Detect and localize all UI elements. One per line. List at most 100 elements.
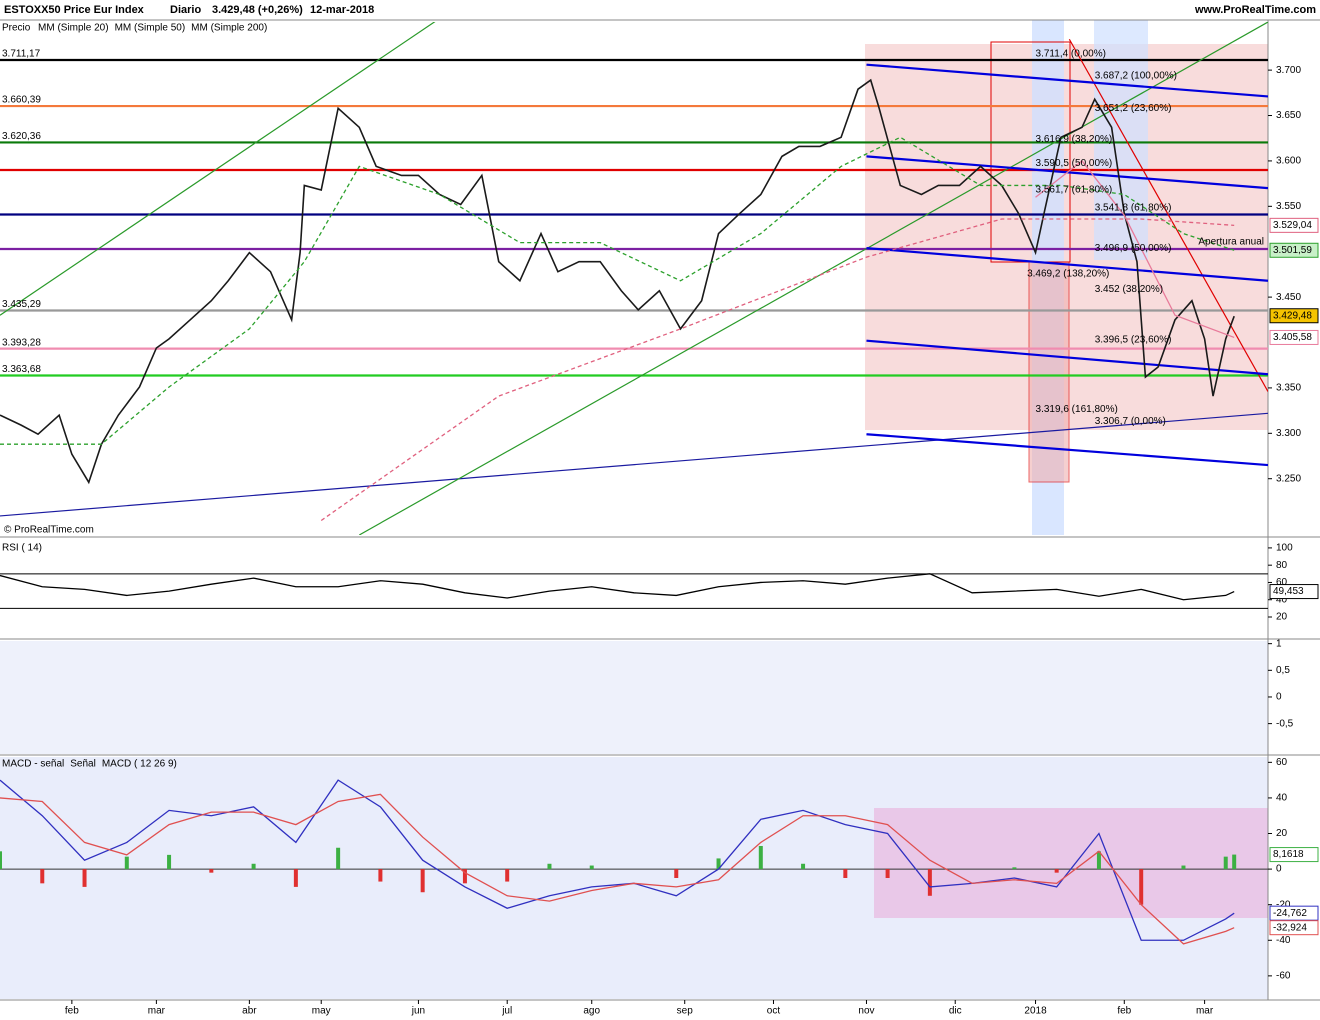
value-box: [1269, 217, 1319, 233]
x-tick-label: dic: [949, 1006, 962, 1017]
value-box-label: 3.429,48: [1273, 310, 1312, 321]
x-tick-label: feb: [1117, 1006, 1131, 1017]
histogram-bar: [885, 869, 890, 878]
histogram-bar: [1232, 854, 1237, 870]
fib-label: 3.651,2 (23,60%): [1095, 103, 1172, 114]
period: Diario: [170, 4, 201, 16]
date: 12-mar-2018: [310, 4, 374, 16]
series-line: [320, 218, 1235, 522]
histogram-bar: [336, 847, 341, 870]
y-tick-label: 0: [1276, 692, 1282, 703]
trendline: [866, 246, 1268, 282]
panel-title: MACD ( 12 26 9): [102, 759, 177, 770]
channel-zone: [874, 808, 1268, 918]
x-tick-label: jun: [411, 1006, 425, 1017]
level-label: 3.393,28: [2, 337, 41, 348]
series-line: [0, 793, 1235, 945]
x-tick-label: feb: [65, 1006, 79, 1017]
histogram-bar: [716, 858, 721, 870]
histogram-bar: [505, 869, 510, 882]
series-line: [0, 78, 1235, 485]
y-tick-label: -20: [1276, 899, 1291, 910]
histogram-bar: [801, 863, 806, 870]
plot: [0, 779, 1268, 945]
y-tick-label: -40: [1276, 935, 1291, 946]
x-tick-label: mar: [1196, 1006, 1214, 1017]
y-tick-label: -60: [1276, 971, 1291, 982]
histogram-bar: [293, 869, 298, 887]
y-tick-label: 40: [1276, 594, 1288, 605]
legend-entry: MM (Simple 200): [191, 23, 267, 34]
fib-label: 3.396,5 (23,60%): [1095, 334, 1172, 345]
panel-borders: [0, 19, 1320, 1001]
histogram-bar: [758, 845, 763, 870]
histogram-bar: [420, 869, 425, 893]
fib-label: 3.561,7 (61,80%): [1036, 184, 1113, 195]
x-tick-label: jul: [501, 1006, 512, 1017]
fib-label: 3.306,7 (0,00%): [1095, 416, 1166, 427]
histogram-bar: [547, 863, 552, 870]
y-tick-label: 3.350: [1276, 383, 1301, 394]
legend-entry: MACD - señal: [2, 759, 64, 770]
level-label: 3.620,36: [2, 131, 41, 142]
y-tick-label: 3.650: [1276, 110, 1301, 121]
value-box-label: -32,924: [1273, 922, 1307, 933]
x-tick-label: 2018: [1024, 1006, 1047, 1017]
fib-label: 3.452 (38,20%): [1095, 284, 1163, 295]
value-box: [1269, 242, 1319, 258]
y-tick-label: 0: [1276, 864, 1282, 875]
value-box-label: 3.405,58: [1273, 332, 1312, 343]
fib-label: 3.711,4 (0,00%): [1036, 48, 1106, 59]
value-box: [1269, 329, 1319, 345]
histogram-bar: [167, 854, 172, 870]
y-tick-label: 20: [1276, 612, 1288, 623]
histogram-bar: [462, 869, 467, 884]
histogram-bar: [927, 869, 932, 896]
x-tick-label: nov: [858, 1006, 874, 1017]
series-line: [0, 136, 1235, 445]
y-tick-label: 80: [1276, 560, 1288, 571]
histogram-bar: [1181, 865, 1186, 870]
level-label: 3.363,68: [2, 364, 41, 375]
value-box: [1269, 847, 1319, 863]
y-tick-label: 40: [1276, 793, 1288, 804]
fib-label: 3.590,5 (50,00%): [1036, 158, 1113, 169]
trendline: [358, 22, 1268, 535]
histogram-bar: [1012, 867, 1017, 870]
histogram-bar: [82, 869, 87, 887]
value-box-label: 3.529,04: [1273, 220, 1312, 231]
y-tick-label: 0,5: [1276, 665, 1290, 676]
value-box-label: 8,1618: [1273, 849, 1304, 860]
level-note: Apertura anual: [1198, 237, 1264, 248]
panel-title: RSI ( 14): [2, 543, 42, 554]
instrument: ESTOXX50 Price Eur Index: [4, 4, 145, 16]
fib-label: 3.496,9 (50,00%): [1095, 243, 1172, 254]
value-box: [1269, 308, 1319, 324]
y-tick-label: 3.600: [1276, 156, 1301, 167]
fib-label: 3.687,2 (100,00%): [1095, 70, 1177, 81]
x-tick-label: ago: [583, 1006, 600, 1017]
y-tick-label: -0,5: [1276, 718, 1294, 729]
x-tick-label: mar: [148, 1006, 166, 1017]
legend-entry: MM (Simple 50): [115, 23, 186, 34]
fib-label: 3.319,6 (161,80%): [1036, 404, 1118, 415]
histogram-bar: [40, 869, 45, 884]
value-box: [1269, 920, 1319, 936]
trendline: [866, 339, 1268, 376]
plot: [0, 573, 1268, 609]
x-tick-label: sep: [677, 1006, 694, 1017]
level-label: 3.711,17: [2, 49, 41, 60]
histogram-bar: [1054, 869, 1059, 873]
trendline: [866, 433, 1268, 467]
y-tick-label: 3.700: [1276, 65, 1301, 76]
site: www.ProRealTime.com: [1194, 4, 1316, 16]
series-line: [0, 573, 1235, 601]
legend-entry: Señal: [70, 759, 96, 770]
trendline: [0, 22, 436, 316]
histogram-bar: [1096, 851, 1101, 870]
y-tick-label: 60: [1276, 757, 1288, 768]
level-label: 3.660,39: [2, 95, 41, 106]
histogram-bar: [378, 869, 383, 882]
legend-entry: MM (Simple 20): [38, 23, 109, 34]
